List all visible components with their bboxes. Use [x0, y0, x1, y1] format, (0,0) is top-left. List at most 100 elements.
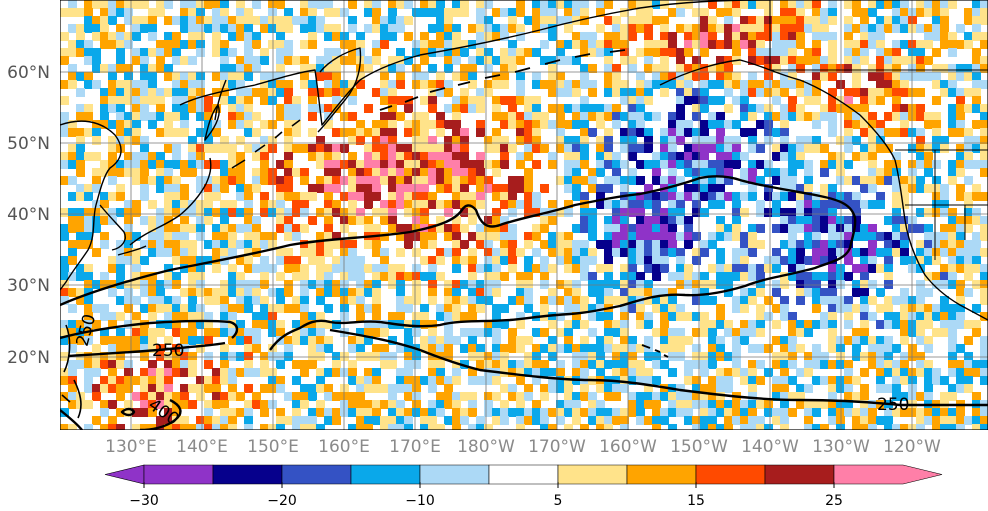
- anomaly-cell: [852, 376, 861, 385]
- anomaly-cell: [156, 248, 165, 257]
- anomaly-cell: [92, 248, 101, 257]
- anomaly-cell: [868, 232, 877, 241]
- anomaly-cell: [476, 160, 485, 169]
- anomaly-cell: [236, 96, 245, 105]
- anomaly-cell: [508, 200, 517, 209]
- anomaly-cell: [532, 376, 541, 385]
- anomaly-cell: [892, 240, 901, 249]
- anomaly-cell: [444, 48, 453, 57]
- anomaly-cell: [164, 72, 173, 81]
- anomaly-cell: [300, 64, 309, 73]
- anomaly-cell: [244, 264, 253, 273]
- anomaly-cell: [684, 416, 693, 425]
- anomaly-cell: [356, 352, 365, 361]
- anomaly-cell: [508, 48, 517, 57]
- anomaly-cell: [316, 248, 325, 257]
- anomaly-cell: [588, 48, 597, 57]
- anomaly-cell: [220, 280, 229, 289]
- anomaly-cell: [948, 72, 957, 81]
- anomaly-cell: [452, 256, 461, 265]
- anomaly-cell: [172, 176, 181, 185]
- anomaly-cell: [404, 168, 413, 177]
- anomaly-cell: [180, 192, 189, 201]
- anomaly-cell: [748, 248, 757, 257]
- anomaly-cell: [588, 80, 597, 89]
- anomaly-cell: [580, 0, 589, 9]
- anomaly-cell: [524, 16, 533, 25]
- anomaly-cell: [492, 256, 501, 265]
- anomaly-cell: [596, 264, 605, 273]
- anomaly-cell: [396, 416, 405, 425]
- anomaly-cell: [436, 8, 445, 17]
- anomaly-cell: [412, 376, 421, 385]
- anomaly-cell: [476, 88, 485, 97]
- anomaly-cell: [484, 56, 493, 65]
- anomaly-cell: [876, 320, 885, 329]
- anomaly-cell: [844, 48, 853, 57]
- anomaly-cell: [228, 208, 237, 217]
- anomaly-cell: [892, 424, 901, 430]
- anomaly-cell: [468, 256, 477, 265]
- anomaly-cell: [596, 40, 605, 49]
- anomaly-cell: [300, 280, 309, 289]
- anomaly-cell: [932, 416, 941, 425]
- anomaly-cell: [796, 160, 805, 169]
- anomaly-cell: [420, 80, 429, 89]
- anomaly-cell: [788, 40, 797, 49]
- anomaly-cell: [748, 24, 757, 33]
- anomaly-cell: [404, 360, 413, 369]
- anomaly-cell: [844, 192, 853, 201]
- anomaly-cell: [724, 152, 733, 161]
- anomaly-cell: [492, 312, 501, 321]
- anomaly-cell: [68, 384, 77, 393]
- anomaly-cell: [132, 96, 141, 105]
- anomaly-cell: [284, 208, 293, 217]
- anomaly-cell: [964, 384, 973, 393]
- anomaly-cell: [396, 224, 405, 233]
- anomaly-cell: [820, 56, 829, 65]
- anomaly-cell: [428, 416, 437, 425]
- anomaly-cell: [292, 112, 301, 121]
- anomaly-cell: [972, 48, 981, 57]
- anomaly-cell: [972, 320, 981, 329]
- anomaly-cell: [156, 344, 165, 353]
- anomaly-cell: [476, 120, 485, 129]
- anomaly-cell: [628, 56, 637, 65]
- anomaly-cell: [628, 232, 637, 241]
- anomaly-cell: [404, 416, 413, 425]
- anomaly-cell: [148, 384, 157, 393]
- anomaly-cell: [636, 416, 645, 425]
- anomaly-cell: [756, 328, 765, 337]
- anomaly-cell: [468, 216, 477, 225]
- anomaly-cell: [868, 424, 877, 430]
- anomaly-cell: [364, 384, 373, 393]
- anomaly-cell: [740, 288, 749, 297]
- anomaly-cell: [676, 120, 685, 129]
- anomaly-cell: [372, 144, 381, 153]
- anomaly-cell: [572, 416, 581, 425]
- anomaly-cell: [732, 216, 741, 225]
- anomaly-cell: [804, 400, 813, 409]
- anomaly-cell: [244, 88, 253, 97]
- lon-label-130w: 130°W: [812, 437, 870, 457]
- anomaly-cell: [260, 56, 269, 65]
- anomaly-cell: [812, 88, 821, 97]
- anomaly-cell: [948, 120, 957, 129]
- anomaly-cell: [644, 184, 653, 193]
- anomaly-cell: [772, 360, 781, 369]
- anomaly-cell: [84, 384, 93, 393]
- anomaly-cell: [676, 280, 685, 289]
- anomaly-cell: [908, 160, 917, 169]
- anomaly-cell: [892, 368, 901, 377]
- anomaly-cell: [92, 392, 101, 401]
- anomaly-cell: [84, 104, 93, 113]
- anomaly-cell: [68, 304, 77, 313]
- anomaly-cell: [676, 336, 685, 345]
- anomaly-cell: [188, 136, 197, 145]
- anomaly-cell: [860, 384, 869, 393]
- anomaly-cell: [644, 16, 653, 25]
- anomaly-cell: [132, 248, 141, 257]
- anomaly-cell: [420, 176, 429, 185]
- anomaly-cell: [900, 24, 909, 33]
- anomaly-cell: [164, 304, 173, 313]
